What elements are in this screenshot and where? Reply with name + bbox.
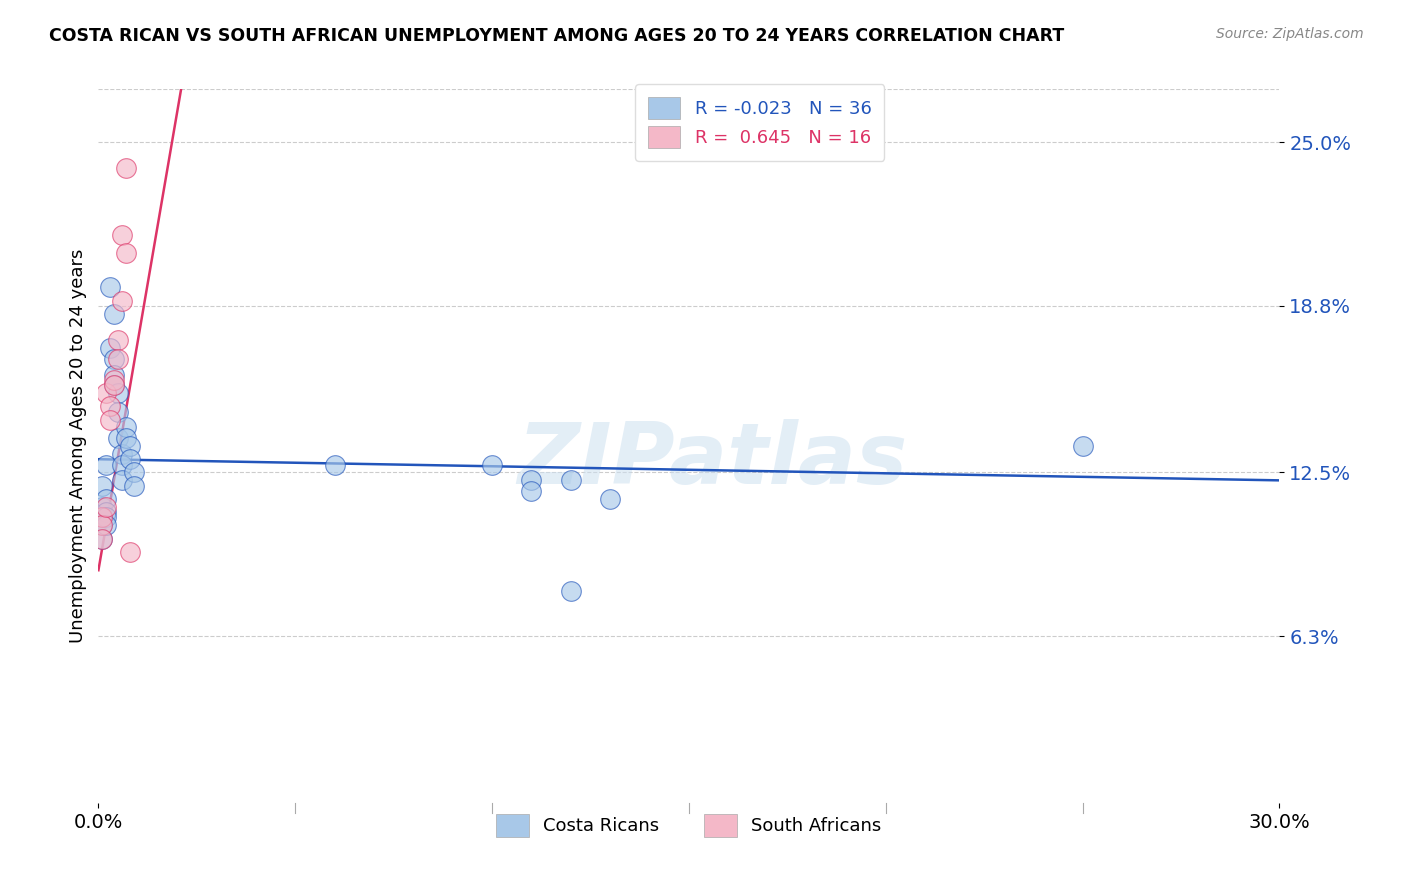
Point (103, 307, 125, 321)
Point (91, 518, 114, 533)
Point (111, 293, 134, 308)
Point (98, 412, 121, 426)
Point (98, 341, 121, 355)
Point (107, 351, 129, 366)
Point (91, 518, 114, 533)
Text: ZIPatlas: ZIPatlas (517, 418, 908, 502)
Point (96, 505, 118, 519)
Point (103, 373, 125, 387)
Point (96, 491, 118, 506)
Point (1071, 439, 1094, 453)
Point (96, 518, 118, 533)
Text: Source: ZipAtlas.com: Source: ZipAtlas.com (1216, 27, 1364, 41)
Point (98, 400, 121, 414)
Point (111, 447, 134, 461)
Legend: Costa Ricans, South Africans: Costa Ricans, South Africans (489, 807, 889, 844)
Point (96, 500, 118, 514)
Point (103, 368, 125, 382)
Point (91, 478, 114, 492)
Text: COSTA RICAN VS SOUTH AFRICAN UNEMPLOYMENT AMONG AGES 20 TO 24 YEARS CORRELATION : COSTA RICAN VS SOUTH AFRICAN UNEMPLOYMEN… (49, 27, 1064, 45)
Point (115, 246, 138, 260)
Point (107, 333, 129, 347)
Point (560, 474, 582, 488)
Point (560, 584, 582, 599)
Point (91, 532, 114, 546)
Point (96, 510, 118, 524)
Point (91, 510, 114, 524)
Point (107, 386, 129, 401)
Point (111, 227, 134, 242)
Point (111, 458, 134, 472)
Point (96, 458, 118, 472)
Point (96, 386, 118, 401)
Point (91, 532, 114, 546)
Point (103, 378, 125, 392)
Point (107, 404, 129, 418)
Point (520, 474, 543, 488)
Point (481, 458, 503, 472)
Point (118, 452, 141, 467)
Point (115, 431, 138, 445)
Point (115, 420, 138, 434)
Point (323, 458, 346, 472)
Point (122, 478, 145, 492)
Point (91, 510, 114, 524)
Point (118, 545, 141, 559)
Point (103, 351, 125, 366)
Point (103, 378, 125, 392)
Y-axis label: Unemployment Among Ages 20 to 24 years: Unemployment Among Ages 20 to 24 years (69, 249, 87, 643)
Point (107, 431, 129, 445)
Point (111, 474, 134, 488)
Point (599, 491, 621, 506)
Point (115, 161, 138, 176)
Point (122, 466, 145, 480)
Point (118, 439, 141, 453)
Point (91, 500, 114, 514)
Point (98, 280, 121, 294)
Point (520, 483, 543, 498)
